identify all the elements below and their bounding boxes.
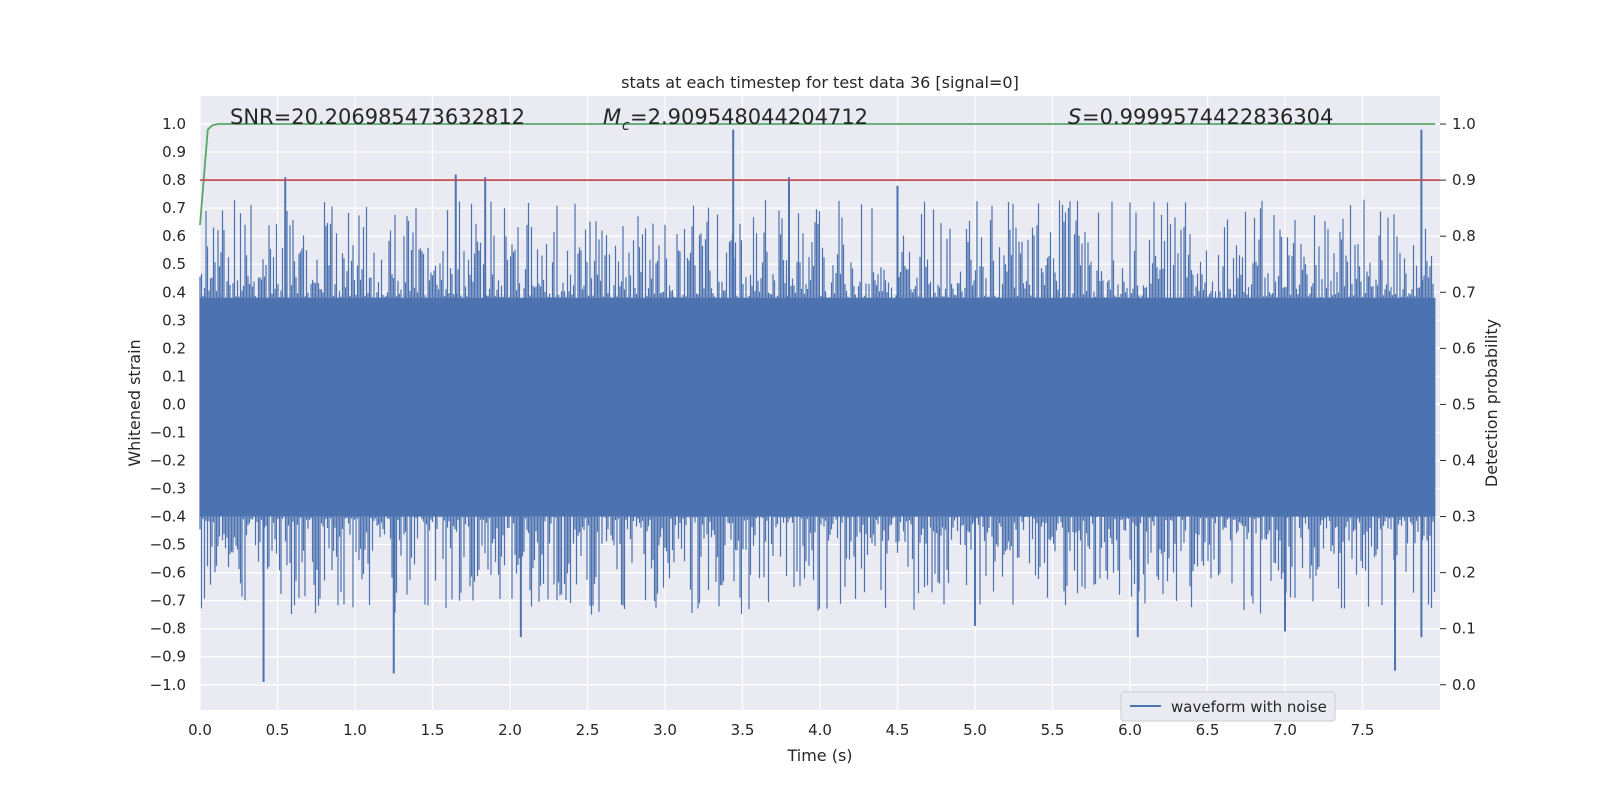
- y2-tick-label: 1.0: [1452, 115, 1476, 133]
- x-tick-label: 0.0: [188, 721, 212, 739]
- y-tick-label: −0.6: [150, 564, 186, 582]
- y2-tick-label: 0.9: [1452, 171, 1476, 189]
- mc-annotation: M c =2.909548044204712: [603, 105, 868, 134]
- detection-probability-line: [199, 123, 1436, 226]
- y2-tick-label: 0.7: [1452, 283, 1476, 301]
- y-tick-label: −0.4: [150, 508, 186, 526]
- y-tick-label: −1.0: [150, 676, 186, 694]
- mc-symbol: M: [603, 105, 621, 129]
- y-tick-label: 0.7: [162, 199, 186, 217]
- y-tick-label: 0.5: [162, 255, 186, 273]
- x-tick-label: 5.0: [963, 721, 987, 739]
- y-tick-label: −0.5: [150, 536, 186, 554]
- chart-title: stats at each timestep for test data 36 …: [621, 73, 1019, 92]
- s-symbol: S: [1068, 105, 1081, 129]
- y-tick-label: 0.6: [162, 227, 186, 245]
- y-tick-label: −0.7: [150, 592, 186, 610]
- y-tick-label: 0.0: [162, 395, 186, 413]
- y-tick-label: 0.1: [162, 367, 186, 385]
- y-tick-label: −0.2: [150, 451, 186, 469]
- legend-box: [1120, 691, 1336, 722]
- y-tick-label: −0.9: [150, 648, 186, 666]
- x-tick-label: 6.0: [1118, 721, 1142, 739]
- y2-tick-label: 0.1: [1452, 620, 1476, 638]
- x-tick-label: 2.5: [576, 721, 600, 739]
- y-tick-label: 0.8: [162, 171, 186, 189]
- y-axis-label: Whitened strain: [125, 339, 144, 466]
- y2-tick-label: 0.2: [1452, 564, 1476, 582]
- x-tick-label: 5.5: [1041, 721, 1065, 739]
- y-tick-label: 1.0: [162, 115, 186, 133]
- legend-label: waveform with noise: [1171, 698, 1327, 716]
- y-tick-label: −0.1: [150, 423, 186, 441]
- x-tick-label: 2.0: [498, 721, 522, 739]
- x-tick-label: 7.5: [1351, 721, 1375, 739]
- x-tick-label: 3.0: [653, 721, 677, 739]
- mc-value: =2.909548044204712: [630, 105, 868, 129]
- x-axis-label: Time (s): [786, 746, 852, 765]
- s-value: =0.9999574422836304: [1082, 105, 1333, 129]
- x-tick-label: 7.0: [1273, 721, 1297, 739]
- y-tick-label: 0.9: [162, 143, 186, 161]
- y2-tick-label: 0.6: [1452, 339, 1476, 357]
- y-tick-label: 0.4: [162, 283, 186, 301]
- y2-tick-label: 0.8: [1452, 227, 1476, 245]
- y-tick-labels: 1.0 0.9 0.8 0.7 0.6 0.5 0.4 0.3 0.2 0.1 0.0 −0.1 −0.…: [150, 115, 186, 694]
- y-tick-label: 0.2: [162, 339, 186, 357]
- x-tick-label: 3.5: [731, 721, 755, 739]
- waveform-with-noise-series: [199, 129, 1436, 682]
- y2-tick-label: 0.3: [1452, 508, 1476, 526]
- y2-axis-label: Detection probability: [1482, 319, 1501, 487]
- x-tick-label: 4.5: [886, 721, 910, 739]
- y2-tick-label: 0.4: [1452, 451, 1476, 469]
- y2-tick-labels: 1.0 0.9 0.8 0.7 0.6 0.5 0.4 0.3 0.2 0.1 0.0: [1440, 115, 1476, 694]
- y-tick-label: −0.3: [150, 480, 186, 498]
- legend: waveform with noise: [1120, 691, 1336, 722]
- x-tick-label: 1.5: [421, 721, 445, 739]
- waveform-spikes: [199, 199, 1436, 615]
- x-tick-label: 6.5: [1196, 721, 1220, 739]
- x-tick-label: 0.5: [266, 721, 290, 739]
- x-tick-labels: 0.0 0.5 1.0 1.5 2.0 2.5 3.0 3.5 4.0 4.5 5.0 5.5 6.0 6…: [188, 721, 1374, 739]
- s-annotation: S =0.9999574422836304: [1068, 105, 1333, 129]
- y-tick-label: −0.8: [150, 620, 186, 638]
- y2-tick-label: 0.0: [1452, 676, 1476, 694]
- snr-annotation: SNR=20.206985473632812: [230, 105, 525, 129]
- x-tick-label: 1.0: [343, 721, 367, 739]
- y2-tick-label: 0.5: [1452, 395, 1476, 413]
- y-tick-label: 0.3: [162, 311, 186, 329]
- series-layer: [199, 123, 1440, 682]
- x-tick-label: 4.0: [808, 721, 832, 739]
- mc-subscript: c: [622, 118, 630, 134]
